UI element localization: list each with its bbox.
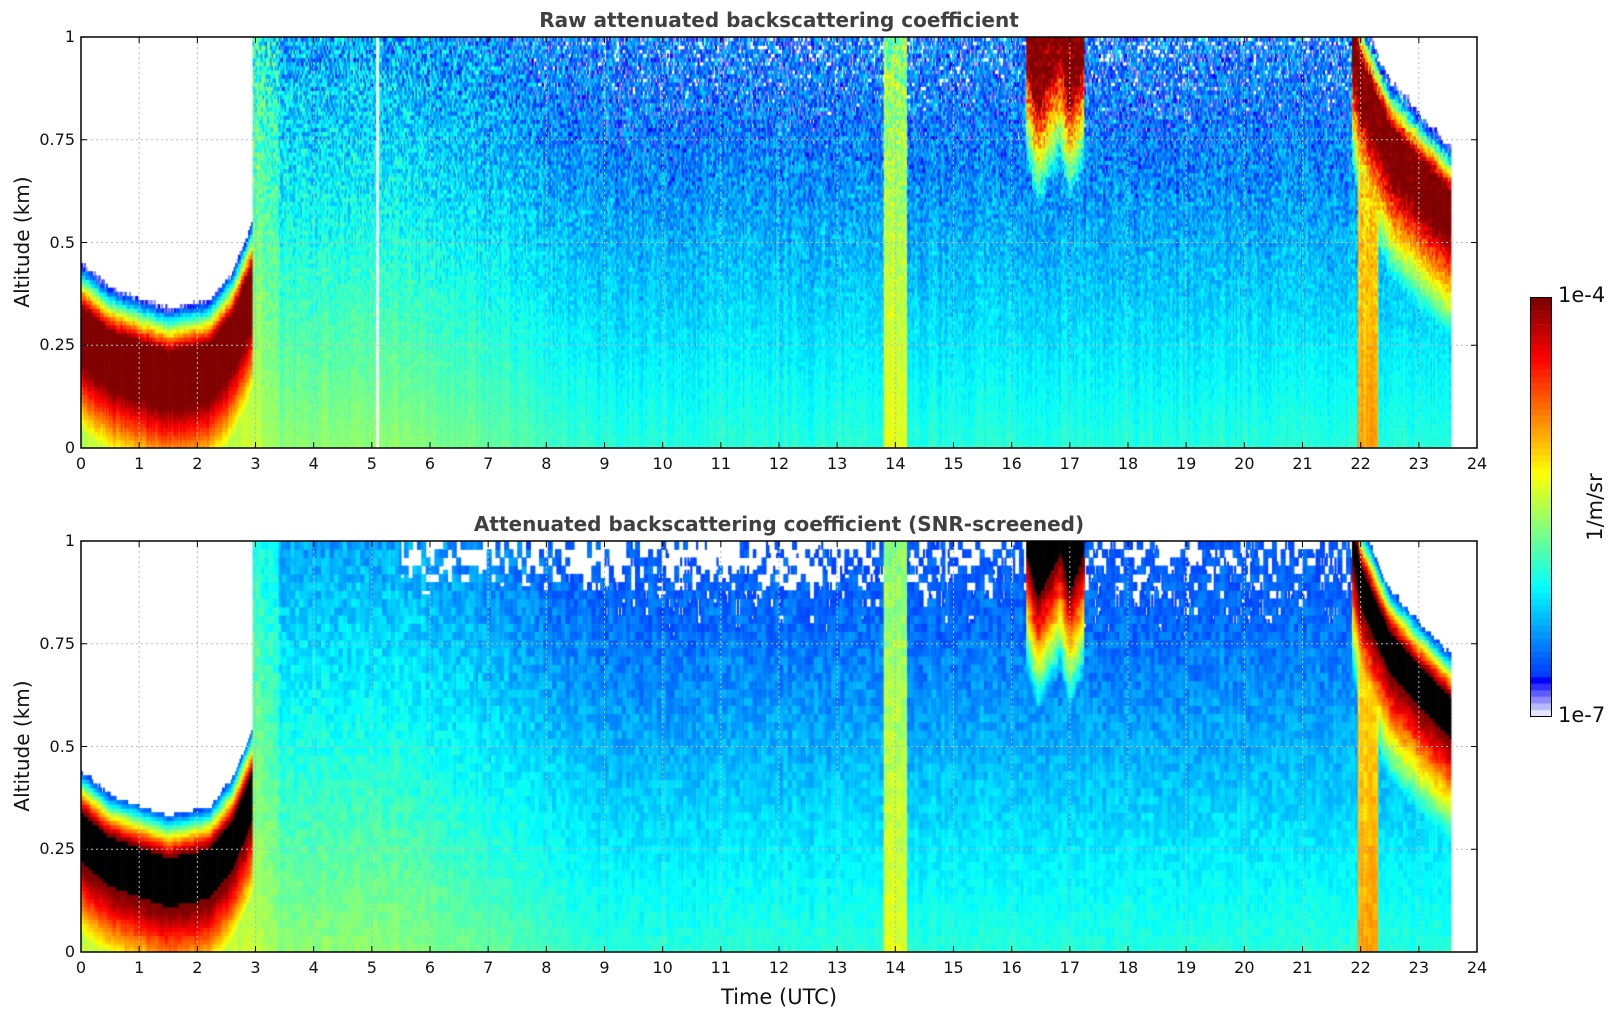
colorbar-max-label: 1e-4 <box>1558 283 1606 307</box>
x-tick-label: 11 <box>710 454 731 473</box>
x-tick-label: 18 <box>1117 958 1139 977</box>
x-tick-label: 24 <box>1466 454 1488 473</box>
screened-axes <box>80 540 1478 953</box>
x-tick-label: 3 <box>250 958 261 977</box>
y-tick-label: 1 <box>64 27 75 46</box>
x-tick-label: 3 <box>250 454 261 473</box>
x-tick-label: 23 <box>1408 454 1429 473</box>
y-tick-label: 0 <box>64 438 75 457</box>
x-tick-label: 23 <box>1408 958 1429 977</box>
x-tick-label: 5 <box>366 454 377 473</box>
x-tick-label: 13 <box>826 958 848 977</box>
raw-chart-title: Raw attenuated backscattering coefficien… <box>539 8 1019 32</box>
x-tick-label: 6 <box>424 454 436 473</box>
x-tick-label: 14 <box>885 958 906 977</box>
x-tick-label: 14 <box>885 454 906 473</box>
x-tick-label: 16 <box>1001 454 1022 473</box>
x-tick-label: 12 <box>768 958 790 977</box>
x-tick-label: 9 <box>599 958 610 977</box>
screened-chart-title: Attenuated backscattering coefficient (S… <box>473 512 1085 536</box>
x-tick-label: 15 <box>943 958 964 977</box>
x-tick-label: 18 <box>1117 454 1139 473</box>
x-tick-label: 8 <box>541 454 552 473</box>
x-tick-label: 20 <box>1234 958 1255 977</box>
screened-backscatter-heatmap: 0 1 2 3 4 5 6 7 8 9 10 11 12 13 14 15 16 17 18 19 20 21 22 23 24… <box>39 531 1487 977</box>
y-tick-label: 0.25 <box>39 839 75 859</box>
x-tick-label: 1 <box>134 958 145 977</box>
colorbar-unit-label: 1/m/sr <box>1583 473 1607 541</box>
x-tick-label: 19 <box>1175 958 1197 977</box>
x-tick-label: 13 <box>826 454 848 473</box>
x-tick-label: 9 <box>599 454 610 473</box>
x-tick-label: 21 <box>1292 958 1313 977</box>
x-tick-label: 10 <box>652 454 673 473</box>
raw-y-axis-label: Altitude (km) <box>10 176 34 308</box>
x-tick-label: 2 <box>192 958 203 977</box>
x-tick-label: 22 <box>1350 454 1371 473</box>
x-tick-label: 16 <box>1001 958 1022 977</box>
x-tick-label: 4 <box>308 958 319 977</box>
x-tick-label: 19 <box>1175 454 1197 473</box>
x-tick-label: 15 <box>943 454 964 473</box>
plot-frame <box>80 36 1478 449</box>
y-tick-label: 0.75 <box>39 129 75 149</box>
y-tick-label: 0.75 <box>39 633 75 653</box>
x-tick-label: 1 <box>134 454 145 473</box>
x-tick-label: 0 <box>75 454 87 473</box>
x-tick-label: 7 <box>483 454 494 473</box>
x-tick-label: 24 <box>1466 958 1488 977</box>
plot-frame <box>80 540 1478 953</box>
x-tick-label: 8 <box>541 958 552 977</box>
x-tick-label: 7 <box>483 958 494 977</box>
x-tick-label: 17 <box>1059 958 1080 977</box>
raw-axes <box>80 36 1478 449</box>
x-tick-label: 0 <box>75 958 87 977</box>
screened-y-axis-label: Altitude (km) <box>10 680 34 812</box>
x-tick-label: 4 <box>308 454 319 473</box>
x-tick-label: 20 <box>1234 454 1255 473</box>
x-tick-label: 5 <box>366 958 377 977</box>
x-tick-label: 12 <box>768 454 790 473</box>
x-tick-label: 17 <box>1059 454 1080 473</box>
y-tick-label: 0.25 <box>39 335 75 355</box>
x-axis-label: Time (UTC) <box>720 985 838 1009</box>
y-tick-label: 1 <box>64 531 75 550</box>
y-tick-label: 0.5 <box>49 736 75 756</box>
colorbar-min-label: 1e-7 <box>1558 703 1606 727</box>
y-tick-label: 0 <box>64 942 75 961</box>
x-tick-label: 21 <box>1292 454 1313 473</box>
colorbar <box>1530 297 1552 717</box>
x-tick-label: 2 <box>192 454 203 473</box>
x-tick-label: 10 <box>652 958 673 977</box>
x-tick-label: 11 <box>710 958 731 977</box>
raw-backscatter-heatmap: 0 1 2 3 4 5 6 7 8 9 10 11 12 13 14 15 16 17 18 19 20 21 22 23 24… <box>39 27 1487 473</box>
x-tick-label: 6 <box>424 958 436 977</box>
y-tick-label: 0.5 <box>49 232 75 252</box>
x-tick-label: 22 <box>1350 958 1371 977</box>
